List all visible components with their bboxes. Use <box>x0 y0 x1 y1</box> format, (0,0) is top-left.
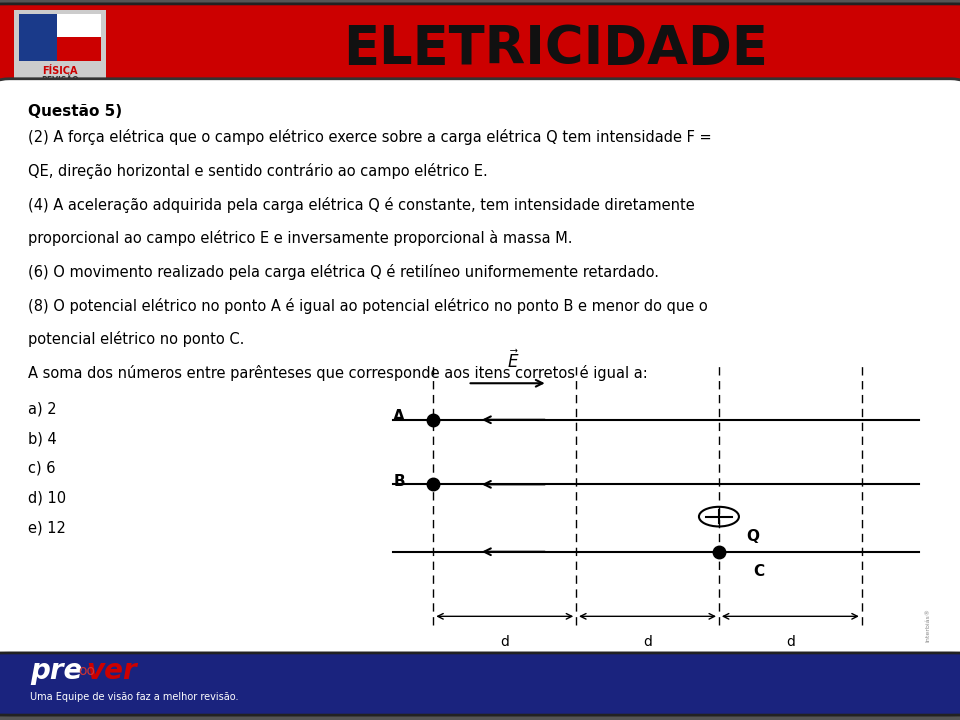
Text: (8) O potencial elétrico no ponto A é igual ao potencial elétrico no ponto B e m: (8) O potencial elétrico no ponto A é ig… <box>29 298 708 314</box>
Text: d: d <box>786 634 795 649</box>
Text: (2) A força elétrica que o campo elétrico exerce sobre a carga elétrica Q tem in: (2) A força elétrica que o campo elétric… <box>29 130 712 145</box>
Text: Uma Equipe de visão faz a melhor revisão.: Uma Equipe de visão faz a melhor revisão… <box>31 692 239 702</box>
Bar <box>19 14 58 60</box>
Text: REVISÃO: REVISÃO <box>41 76 79 84</box>
FancyBboxPatch shape <box>12 8 108 90</box>
Text: oo: oo <box>79 665 95 678</box>
Text: b) 4: b) 4 <box>29 431 58 446</box>
Text: c) 6: c) 6 <box>29 461 56 476</box>
Text: Q: Q <box>747 528 759 544</box>
Text: pre: pre <box>31 657 83 685</box>
Text: (6) O movimento realizado pela carga elétrica Q é retilíneo uniformemente retard: (6) O movimento realizado pela carga elé… <box>29 264 660 280</box>
Text: ver: ver <box>86 657 137 685</box>
Text: A: A <box>394 410 405 425</box>
Text: (4) A aceleração adquirida pela carga elétrica Q é constante, tem intensidade di: (4) A aceleração adquirida pela carga el… <box>29 197 695 212</box>
Text: d: d <box>643 634 652 649</box>
Text: Questão 5): Questão 5) <box>29 104 123 119</box>
Text: e) 12: e) 12 <box>29 521 66 535</box>
FancyBboxPatch shape <box>0 653 960 715</box>
Text: proporcional ao campo elétrico E e inversamente proporcional à massa M.: proporcional ao campo elétrico E e inver… <box>29 230 573 246</box>
Text: Interbiás®: Interbiás® <box>925 608 930 642</box>
Bar <box>58 14 101 37</box>
FancyBboxPatch shape <box>0 78 960 663</box>
Text: B: B <box>394 474 405 489</box>
Text: a) 2: a) 2 <box>29 402 57 417</box>
Text: d) 10: d) 10 <box>29 490 66 505</box>
Text: FÍSICA: FÍSICA <box>42 66 78 76</box>
Text: QE, direção horizontal e sentido contrário ao campo elétrico E.: QE, direção horizontal e sentido contrár… <box>29 163 489 179</box>
Text: ELETRICIDADE: ELETRICIDADE <box>343 22 768 75</box>
Text: C: C <box>754 564 764 579</box>
FancyBboxPatch shape <box>0 4 960 94</box>
Bar <box>58 37 101 60</box>
Text: potencial elétrico no ponto C.: potencial elétrico no ponto C. <box>29 331 245 348</box>
Text: d: d <box>500 634 509 649</box>
Text: A soma dos números entre parênteses que corresponde aos itens corretos é igual a: A soma dos números entre parênteses que … <box>29 365 648 381</box>
Text: $\vec{E}$: $\vec{E}$ <box>507 349 519 372</box>
